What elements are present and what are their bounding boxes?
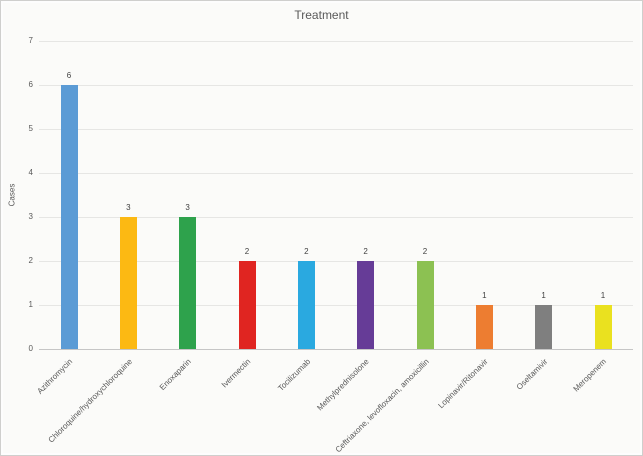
y-tick-2: 2 [28, 256, 33, 265]
gridline-2 [39, 261, 633, 262]
gridline-7 [39, 41, 633, 42]
x-category-label-text: Lopinavir/Ritonavir [436, 357, 490, 411]
data-label: 2 [422, 247, 428, 256]
data-label: 1 [600, 291, 606, 300]
y-tick-4: 4 [28, 168, 33, 177]
x-category-label-text: Methylprednisolone [315, 357, 372, 413]
bar-ceftriaxone-levofloxacin-amoxicillin [416, 261, 434, 349]
data-label: 6 [66, 71, 72, 80]
data-label: 1 [482, 291, 487, 300]
gridline-6 [39, 85, 633, 86]
data-label: 2 [304, 247, 309, 256]
y-tick-7: 7 [28, 36, 33, 45]
gridline-1 [39, 305, 633, 306]
bar-lopinavir-ritonavir [475, 305, 493, 349]
y-tick-0: 0 [28, 344, 33, 353]
x-category-label-text: Ivermectin [219, 357, 253, 390]
x-category-label-text: Tocilizumab [275, 357, 312, 393]
data-label: 1 [541, 291, 546, 300]
y-tick-3: 3 [28, 212, 33, 221]
y-axis-title: Cases [7, 183, 17, 207]
data-label: 3 [126, 203, 131, 212]
bar-meropenem [594, 305, 612, 349]
y-tick-5: 5 [28, 124, 33, 133]
bar-oseltamivir [535, 305, 553, 349]
bar-ivermectin [238, 261, 256, 349]
x-category-label-text: Meropenem [571, 357, 609, 394]
x-category-label-text: Enoxaparin [158, 357, 194, 392]
x-category-label-text: Ceftriaxone, levofloxacin, amoxicillin [333, 357, 431, 455]
bar-methylprednisolone [357, 261, 375, 349]
data-label: 2 [363, 247, 368, 256]
gridline-4 [39, 173, 633, 174]
data-label: 3 [185, 203, 190, 212]
bar-azithromycin [60, 85, 78, 349]
bar-enoxaparin [179, 217, 197, 349]
data-label: 2 [244, 247, 250, 256]
bar-chloroquine-hydroxychloroquine [119, 217, 137, 349]
x-category-label-text: Oseltamivir [514, 357, 550, 392]
y-tick-1: 1 [28, 300, 33, 309]
y-tick-6: 6 [28, 80, 33, 89]
plot-area: 6 3 3 2 2 2 2 1 1 1 [39, 41, 633, 350]
x-category-label-text: Azithromycin [35, 357, 75, 396]
gridline-5 [39, 129, 633, 130]
bar-tocilizumab [297, 261, 315, 349]
gridline-3 [39, 217, 633, 218]
chart-title: Treatment [294, 8, 349, 22]
